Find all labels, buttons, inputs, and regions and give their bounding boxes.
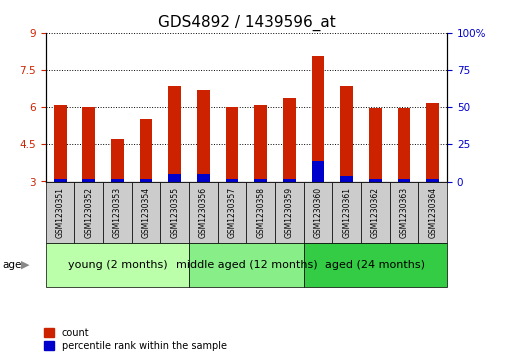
Text: GSM1230361: GSM1230361 [342,187,351,238]
Text: GSM1230362: GSM1230362 [371,187,380,238]
Text: GSM1230358: GSM1230358 [256,187,265,238]
Text: GSM1230363: GSM1230363 [399,187,408,238]
Bar [340,176,353,182]
Text: GSM1230356: GSM1230356 [199,187,208,238]
Bar [82,107,95,182]
Bar [283,179,296,182]
Bar [369,108,382,182]
Bar [369,179,382,182]
Text: young (2 months): young (2 months) [68,260,167,270]
Bar [226,107,238,182]
Bar [111,179,124,182]
Bar [340,86,353,182]
Legend: count, percentile rank within the sample: count, percentile rank within the sample [41,324,231,355]
Bar [82,179,95,182]
Bar [226,179,238,182]
Text: GSM1230360: GSM1230360 [313,187,323,238]
Bar [426,179,439,182]
Text: middle aged (12 months): middle aged (12 months) [176,260,317,270]
Text: age: age [3,260,22,270]
Bar [111,139,124,182]
Bar [398,179,410,182]
Text: GSM1230351: GSM1230351 [55,187,65,238]
Text: GSM1230352: GSM1230352 [84,187,93,238]
Bar [140,179,152,182]
Text: GSM1230353: GSM1230353 [113,187,122,238]
Text: GDS4892 / 1439596_at: GDS4892 / 1439596_at [157,15,335,31]
Bar [283,98,296,182]
Bar [311,56,325,182]
Bar [255,105,267,182]
Bar [168,86,181,182]
Bar [197,90,210,182]
Bar [54,179,67,182]
Bar [311,161,325,182]
Text: ▶: ▶ [21,260,30,270]
Text: GSM1230355: GSM1230355 [170,187,179,238]
Text: GSM1230357: GSM1230357 [228,187,237,238]
Bar [140,119,152,182]
Text: aged (24 months): aged (24 months) [326,260,425,270]
Bar [54,105,67,182]
Bar [168,174,181,182]
Bar [426,103,439,182]
Text: GSM1230354: GSM1230354 [142,187,150,238]
Bar [197,174,210,182]
Text: GSM1230364: GSM1230364 [428,187,437,238]
Bar [398,108,410,182]
Text: GSM1230359: GSM1230359 [285,187,294,238]
Bar [255,179,267,182]
